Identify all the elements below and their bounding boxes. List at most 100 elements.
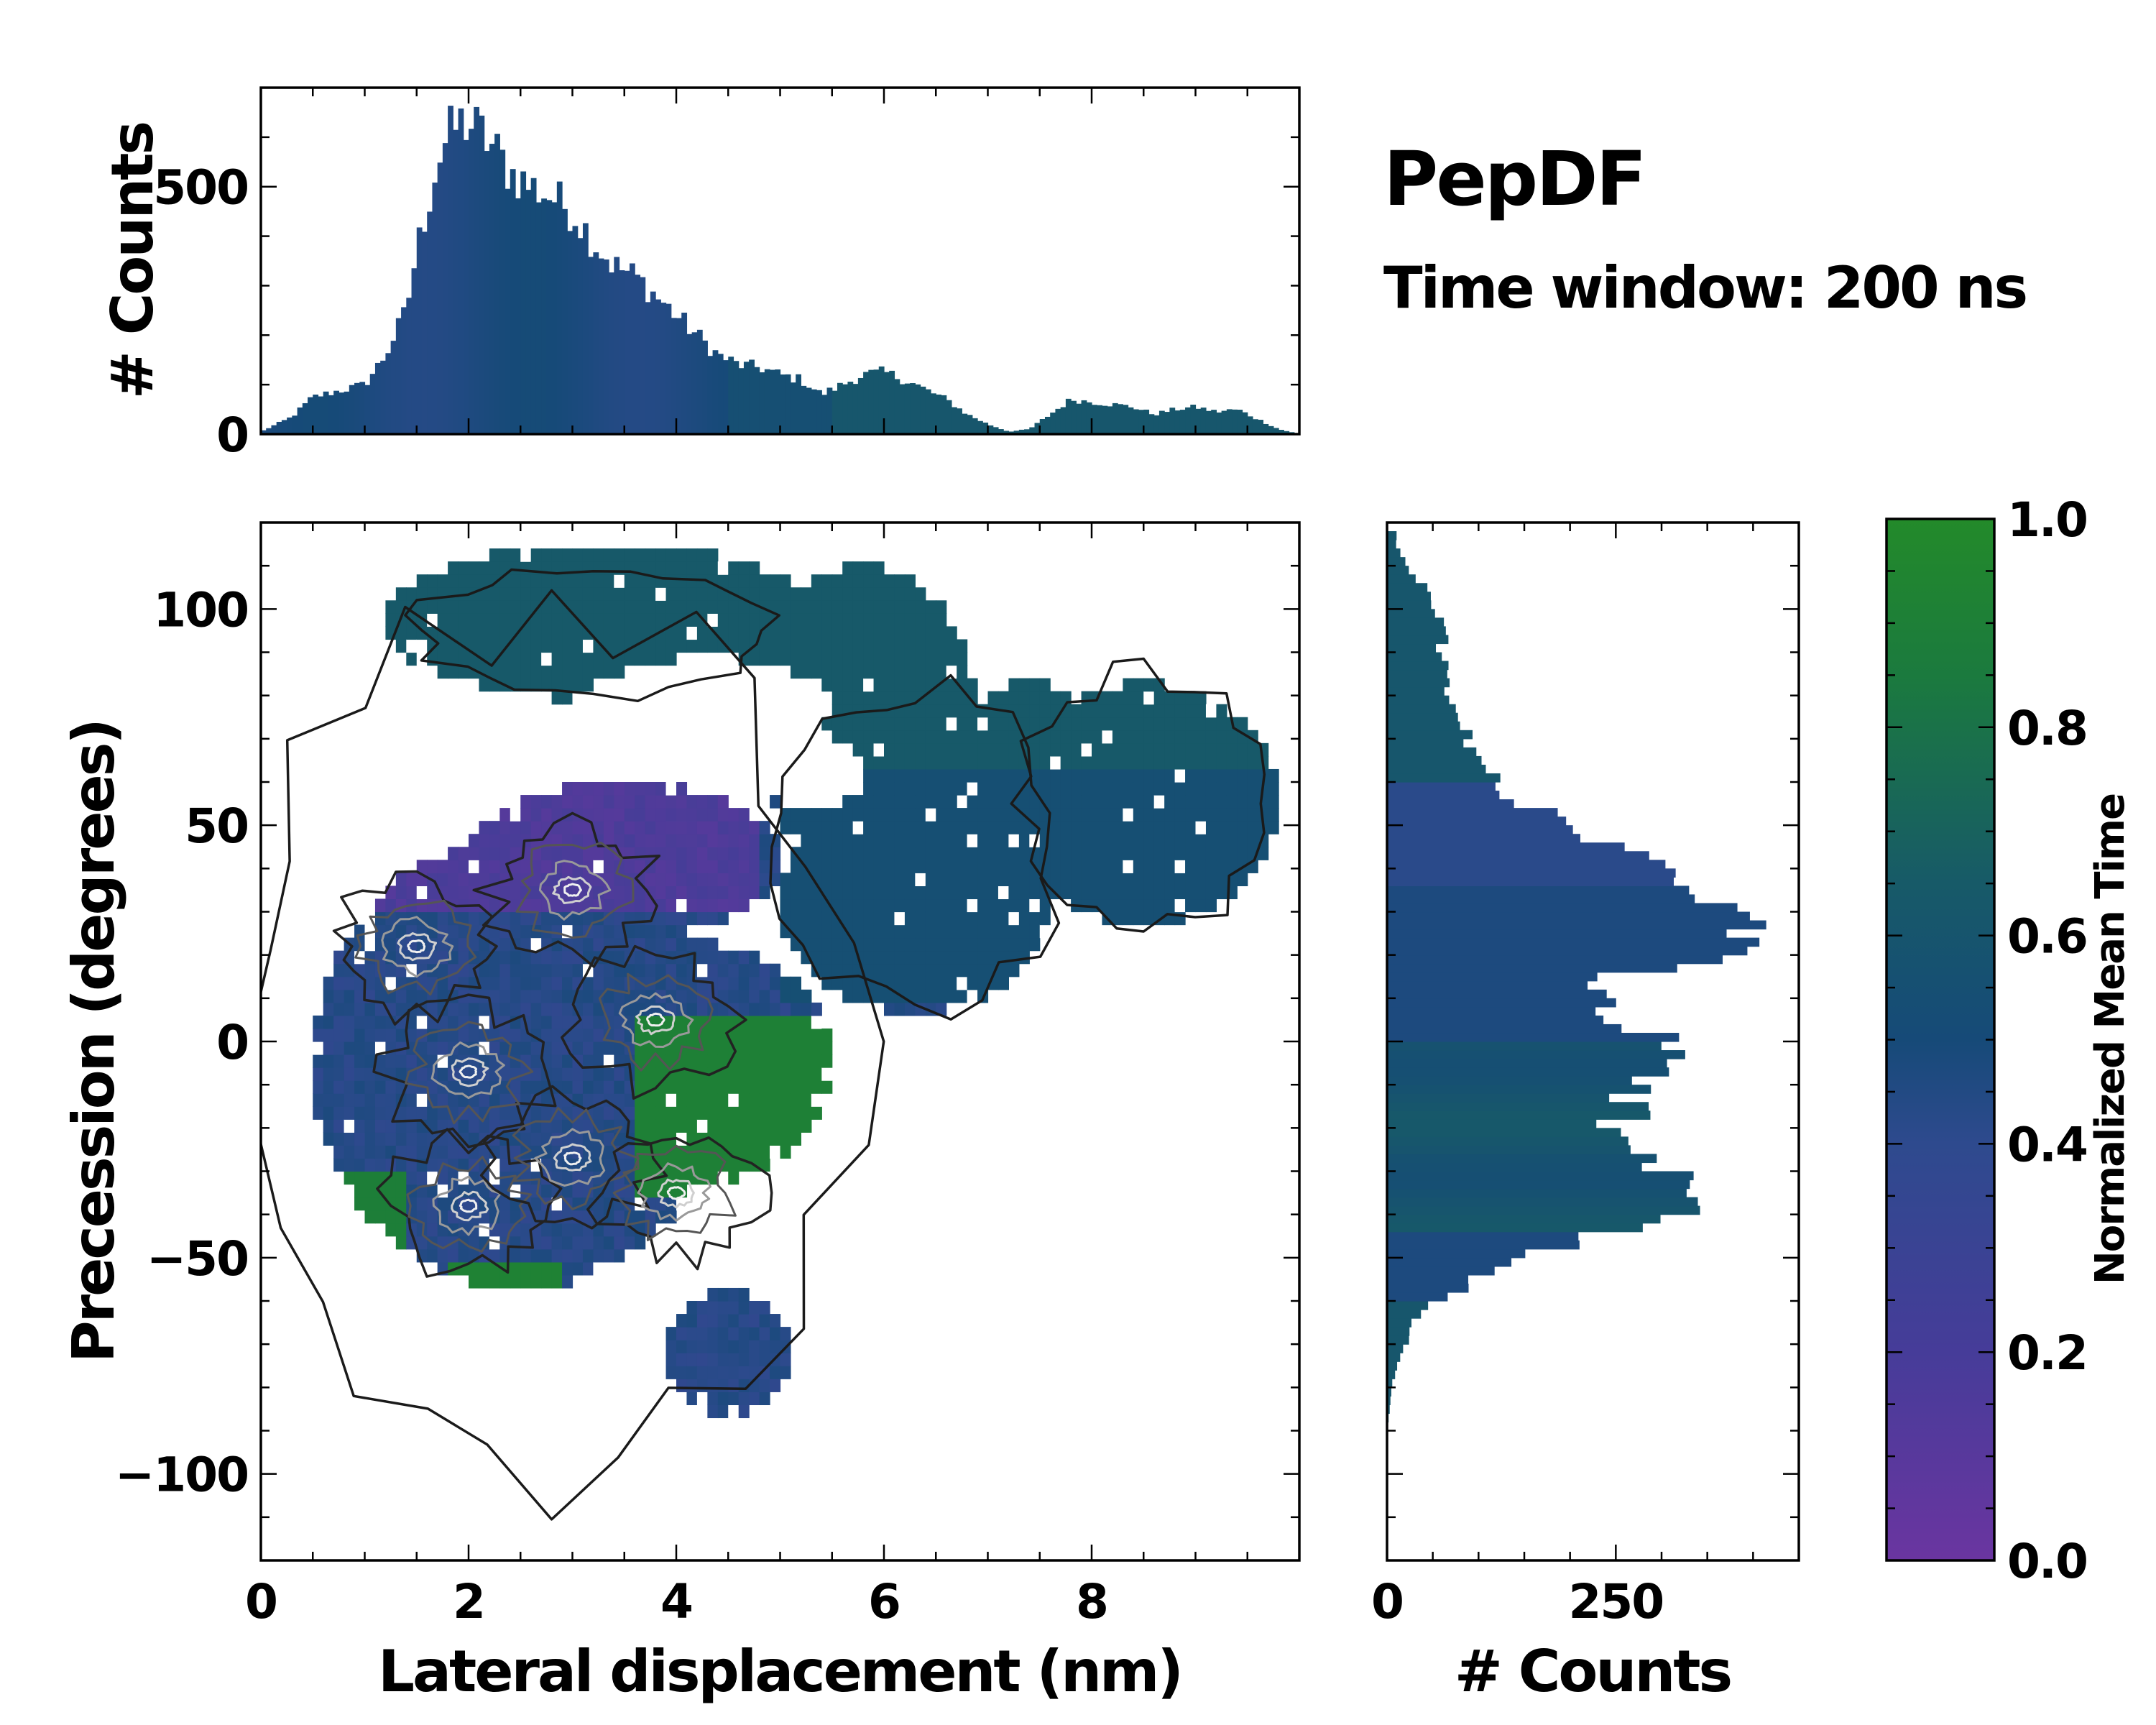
heatmap-cell xyxy=(582,782,594,796)
top-histogram-bar xyxy=(780,374,786,434)
heatmap-cell xyxy=(884,834,895,847)
heatmap-cell xyxy=(717,976,729,990)
heatmap-cell xyxy=(967,704,978,718)
heatmap-cell xyxy=(562,1248,573,1263)
heatmap-cell xyxy=(842,730,854,744)
heatmap-cell xyxy=(593,821,604,834)
heatmap-cell xyxy=(759,574,770,588)
heatmap-cell xyxy=(1226,742,1238,757)
heatmap-cell xyxy=(1071,782,1082,796)
heatmap-cell xyxy=(1143,795,1155,809)
heatmap-cell xyxy=(395,1054,407,1068)
heatmap-cell xyxy=(801,1067,812,1081)
heatmap-cell xyxy=(551,548,563,562)
right-histogram-bar xyxy=(1387,583,1428,592)
heatmap-cell xyxy=(614,1210,625,1224)
heatmap-cell xyxy=(572,834,584,847)
heatmap-cell xyxy=(1216,873,1227,886)
heatmap-cell xyxy=(562,613,573,627)
heatmap-cell xyxy=(665,1171,677,1185)
heatmap-cell xyxy=(925,808,936,822)
heatmap-cell xyxy=(406,626,418,640)
heatmap-cell xyxy=(448,847,459,860)
right-histogram-bar xyxy=(1387,954,1723,965)
top-histogram-bar xyxy=(873,369,880,434)
density-contour xyxy=(657,1178,695,1209)
heatmap-cell xyxy=(530,652,542,666)
heatmap-cell xyxy=(977,886,989,900)
heatmap-cell xyxy=(717,1145,729,1159)
heatmap-cell xyxy=(1071,704,1082,718)
heatmap-cell xyxy=(686,873,698,886)
heatmap-cell xyxy=(884,924,895,939)
heatmap-cell xyxy=(738,886,750,900)
heatmap-cell xyxy=(696,873,708,886)
heatmap-cell xyxy=(541,873,553,886)
heatmap-cell xyxy=(728,600,740,614)
heatmap-cell xyxy=(936,937,947,952)
top-histogram-bar xyxy=(894,379,900,434)
heatmap-cell xyxy=(510,1041,521,1055)
heatmap-cell xyxy=(416,911,428,926)
heatmap-cell xyxy=(1092,873,1103,886)
heatmap-cell xyxy=(738,600,750,614)
heatmap-cell xyxy=(686,1080,698,1094)
heatmap-cell xyxy=(354,1002,366,1016)
right-histogram-bar xyxy=(1387,1361,1398,1371)
top-histogram-bar xyxy=(448,106,453,434)
heatmap-cell xyxy=(1133,782,1144,796)
heatmap-cell xyxy=(717,1301,729,1315)
heatmap-cell xyxy=(427,1171,438,1185)
heatmap-cell xyxy=(1258,795,1269,809)
heatmap-cell xyxy=(1039,782,1051,796)
heatmap-cell xyxy=(541,574,553,588)
heatmap-cell xyxy=(987,873,999,886)
heatmap-cell xyxy=(479,587,490,601)
heatmap-cell xyxy=(873,652,885,666)
heatmap-cell xyxy=(614,1223,625,1237)
heatmap-cell xyxy=(562,1028,573,1042)
heatmap-cell xyxy=(1153,898,1165,913)
heatmap-cell xyxy=(437,860,448,873)
heatmap-cell xyxy=(1123,782,1134,796)
right-histogram-bar xyxy=(1387,998,1616,1008)
heatmap-cell xyxy=(645,873,656,886)
heatmap-cell xyxy=(1008,782,1020,796)
heatmap-cell xyxy=(873,963,885,978)
heatmap-cell xyxy=(707,613,719,627)
heatmap-cell xyxy=(448,1184,459,1198)
heatmap-cell xyxy=(593,808,604,822)
heatmap-cell xyxy=(873,924,885,939)
top-histogram-bar xyxy=(1242,412,1248,434)
heatmap-cell xyxy=(479,639,490,653)
heatmap-cell xyxy=(686,860,698,873)
heatmap-cell xyxy=(624,924,635,939)
heatmap-cell xyxy=(374,1002,386,1016)
top-histogram-bar xyxy=(904,383,911,434)
heatmap-cell xyxy=(770,1080,781,1094)
heatmap-cell xyxy=(551,639,563,653)
heatmap-cell xyxy=(780,989,791,1003)
heatmap-cell xyxy=(448,1145,459,1159)
top-histogram-bar xyxy=(541,198,547,434)
heatmap-cell xyxy=(831,886,843,900)
heatmap-cell xyxy=(842,873,854,886)
density-contour xyxy=(646,1012,665,1027)
top-histogram-bar xyxy=(842,384,849,434)
right-histogram-bar xyxy=(1387,1387,1391,1397)
heatmap-cell xyxy=(987,808,999,822)
top-histogram-bar xyxy=(1118,404,1123,434)
heatmap-cell xyxy=(572,1132,584,1146)
heatmap-cell xyxy=(354,1171,366,1185)
heatmap-cell xyxy=(665,873,677,886)
heatmap-cell xyxy=(469,860,480,873)
heatmap-cell xyxy=(395,1119,407,1133)
heatmap-cell xyxy=(1247,821,1258,834)
heatmap-cell xyxy=(1050,847,1061,860)
heatmap-cell xyxy=(1102,873,1113,886)
heatmap-cell xyxy=(749,574,760,588)
top-histogram-bar xyxy=(1133,409,1139,434)
heatmap-cell xyxy=(1216,768,1227,783)
heatmap-cell xyxy=(333,989,345,1003)
heatmap-cell xyxy=(749,561,760,575)
